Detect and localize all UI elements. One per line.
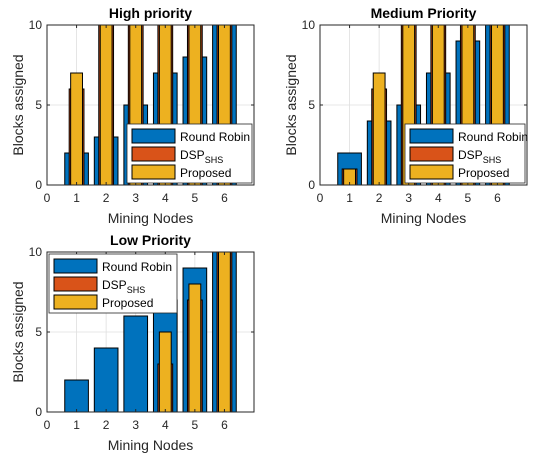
x-tick-label: 3 <box>405 191 412 205</box>
x-tick-label: 1 <box>73 191 80 205</box>
x-tick-label: 6 <box>494 191 501 205</box>
y-tick-label: 10 <box>29 245 43 259</box>
legend-swatch-dsp <box>409 146 454 162</box>
x-tick-label: 3 <box>132 418 139 432</box>
chart-title: High priority <box>109 5 192 21</box>
y-tick-label: 10 <box>302 18 316 32</box>
bar-proposed-node-6 <box>218 252 231 412</box>
bar-round-robin-node-2 <box>93 347 119 412</box>
bar-proposed-node-3 <box>129 25 143 185</box>
x-tick-label: 2 <box>103 418 110 432</box>
legend-swatch-dsp <box>53 276 98 292</box>
legend-label: Proposed <box>458 166 509 180</box>
x-tick-label: 5 <box>192 418 199 432</box>
bar-proposed-node-4 <box>431 25 445 185</box>
bar-proposed-node-5 <box>188 25 202 185</box>
x-axis-label: Mining Nodes <box>108 437 194 453</box>
y-tick-label: 0 <box>308 178 315 192</box>
bar-round-robin-node-1 <box>64 379 89 412</box>
bars <box>64 252 237 412</box>
legend-swatch-proposed <box>409 164 454 180</box>
legend-swatch-proposed <box>53 294 98 310</box>
bar-proposed-node-5 <box>461 25 475 185</box>
bar-proposed-node-1 <box>343 168 356 185</box>
x-tick-label: 0 <box>44 191 51 205</box>
x-axis-label: Mining Nodes <box>381 210 467 226</box>
legend-swatch-round-robin <box>409 128 454 144</box>
x-axis-label: Mining Nodes <box>108 210 194 226</box>
legend-swatch-round-robin <box>131 128 176 144</box>
bars <box>337 25 510 185</box>
bar-proposed-node-6 <box>491 25 504 185</box>
y-tick-label: 0 <box>35 178 42 192</box>
x-tick-label: 2 <box>103 191 110 205</box>
x-tick-label: 3 <box>132 191 139 205</box>
bar-proposed-node-3 <box>402 25 416 185</box>
y-tick-label: 5 <box>35 98 42 112</box>
chart-panel-3: 0 1 2 3 4 5 6 0 5 10 Low Priority Mining Nodes Block… <box>10 232 255 453</box>
x-tick-label: 6 <box>221 418 228 432</box>
x-tick-label: 0 <box>44 418 51 432</box>
x-tick-label: 4 <box>435 191 442 205</box>
legend-label: Round Robin <box>102 260 172 274</box>
y-axis-label: Blocks assigned <box>283 54 299 155</box>
legend-swatch-round-robin <box>53 258 98 274</box>
bar-proposed-node-1 <box>70 72 83 185</box>
bar-round-robin-node-3 <box>123 315 149 412</box>
x-tick-label: 6 <box>221 191 228 205</box>
x-tick-label: 5 <box>192 191 199 205</box>
y-axis-label: Blocks assigned <box>10 281 26 382</box>
x-tick-label: 2 <box>376 191 383 205</box>
x-tick-label: 1 <box>73 418 80 432</box>
legend-label: Round Robin <box>458 130 528 144</box>
bar-proposed-node-5 <box>188 283 202 412</box>
y-tick-label: 5 <box>35 325 42 339</box>
bar-proposed-node-6 <box>218 25 231 185</box>
chart-panel-1: 0 1 2 3 4 5 6 0 5 10 High priority Mining Nodes Bloc… <box>10 5 255 226</box>
legend-label: Proposed <box>102 296 153 310</box>
y-tick-label: 0 <box>35 405 42 419</box>
bar-proposed-node-4 <box>158 331 172 412</box>
bar-proposed-node-2 <box>99 25 113 185</box>
legend-swatch-dsp <box>131 146 176 162</box>
x-tick-label: 4 <box>162 418 169 432</box>
x-tick-label: 1 <box>346 191 353 205</box>
bar-proposed-node-2 <box>372 72 386 185</box>
y-axis-label: Blocks assigned <box>10 54 26 155</box>
y-tick-label: 5 <box>308 98 315 112</box>
y-tick-label: 10 <box>29 18 43 32</box>
legend-label: Proposed <box>180 166 231 180</box>
chart-title: Low Priority <box>110 232 191 248</box>
x-tick-label: 5 <box>465 191 472 205</box>
bar-proposed-node-4 <box>158 25 172 185</box>
chart-title: Medium Priority <box>371 5 477 21</box>
legend-swatch-proposed <box>131 164 176 180</box>
chart-panel-2: 0 1 2 3 4 5 6 0 5 10 Medium Priority Mining Nodes Bl… <box>283 5 528 226</box>
legend-label: Round Robin <box>180 130 250 144</box>
x-tick-label: 0 <box>317 191 324 205</box>
x-tick-label: 4 <box>162 191 169 205</box>
